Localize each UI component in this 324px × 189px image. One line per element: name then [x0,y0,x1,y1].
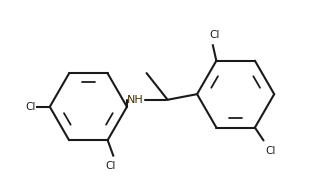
Text: NH: NH [127,95,144,105]
Text: Cl: Cl [25,102,36,112]
Text: Cl: Cl [265,146,276,156]
Text: Cl: Cl [209,30,219,40]
Text: Cl: Cl [105,161,116,171]
